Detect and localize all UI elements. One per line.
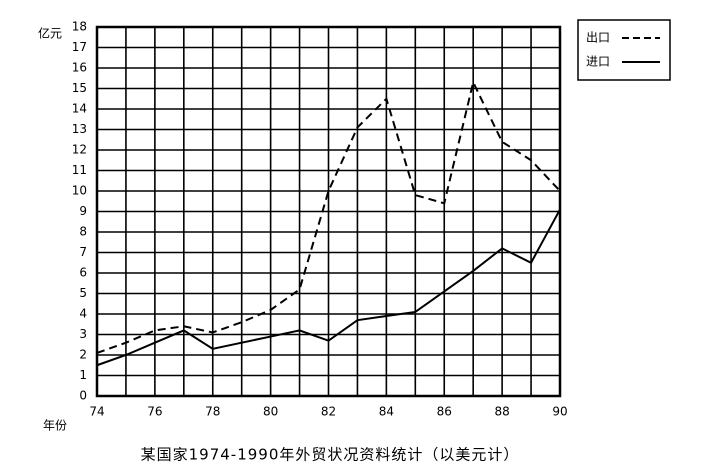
x-tick-label: 88: [494, 405, 509, 419]
series-line: [96, 79, 561, 354]
y-tick-label: 16: [72, 61, 87, 75]
x-axis-label: 年份: [43, 419, 67, 433]
chart-title: 某国家1974-1990年外贸状况资料统计（以美元计）: [141, 446, 520, 464]
legend-box: [577, 19, 671, 81]
x-tick-label: 78: [205, 405, 220, 419]
x-tick-label: 86: [437, 405, 452, 419]
y-tick-label: 14: [72, 102, 87, 116]
x-tick-label: 76: [147, 405, 162, 419]
x-tick-label: 80: [263, 405, 278, 419]
y-tick-label: 7: [79, 245, 87, 259]
y-tick-label: 6: [79, 266, 87, 280]
x-tick-label: 82: [321, 405, 336, 419]
y-tick-label: 9: [79, 204, 87, 218]
y-tick-label: 1: [79, 368, 87, 382]
y-tick-label: 0: [79, 389, 87, 403]
y-tick-label: 10: [72, 184, 87, 198]
y-tick-label: 4: [79, 307, 87, 321]
y-tick-label: 2: [79, 348, 87, 362]
y-tick-label: 3: [79, 327, 87, 341]
series-line: [96, 208, 561, 367]
y-tick-label: 5: [79, 286, 87, 300]
x-tick-label: 74: [89, 405, 104, 419]
x-tick-label: 90: [552, 405, 567, 419]
y-tick-label: 13: [72, 122, 87, 136]
y-axis-label: 亿元: [38, 26, 62, 41]
y-tick-label: 15: [72, 81, 87, 95]
y-tick-label: 8: [79, 225, 87, 239]
x-tick-label: 84: [379, 405, 394, 419]
legend-label: 进口: [586, 55, 610, 69]
y-tick-label: 17: [72, 40, 87, 54]
y-tick-label: 18: [72, 20, 87, 34]
y-tick-label: 12: [72, 143, 87, 157]
legend-label: 出口: [586, 31, 610, 45]
y-tick-label: 11: [72, 163, 87, 177]
